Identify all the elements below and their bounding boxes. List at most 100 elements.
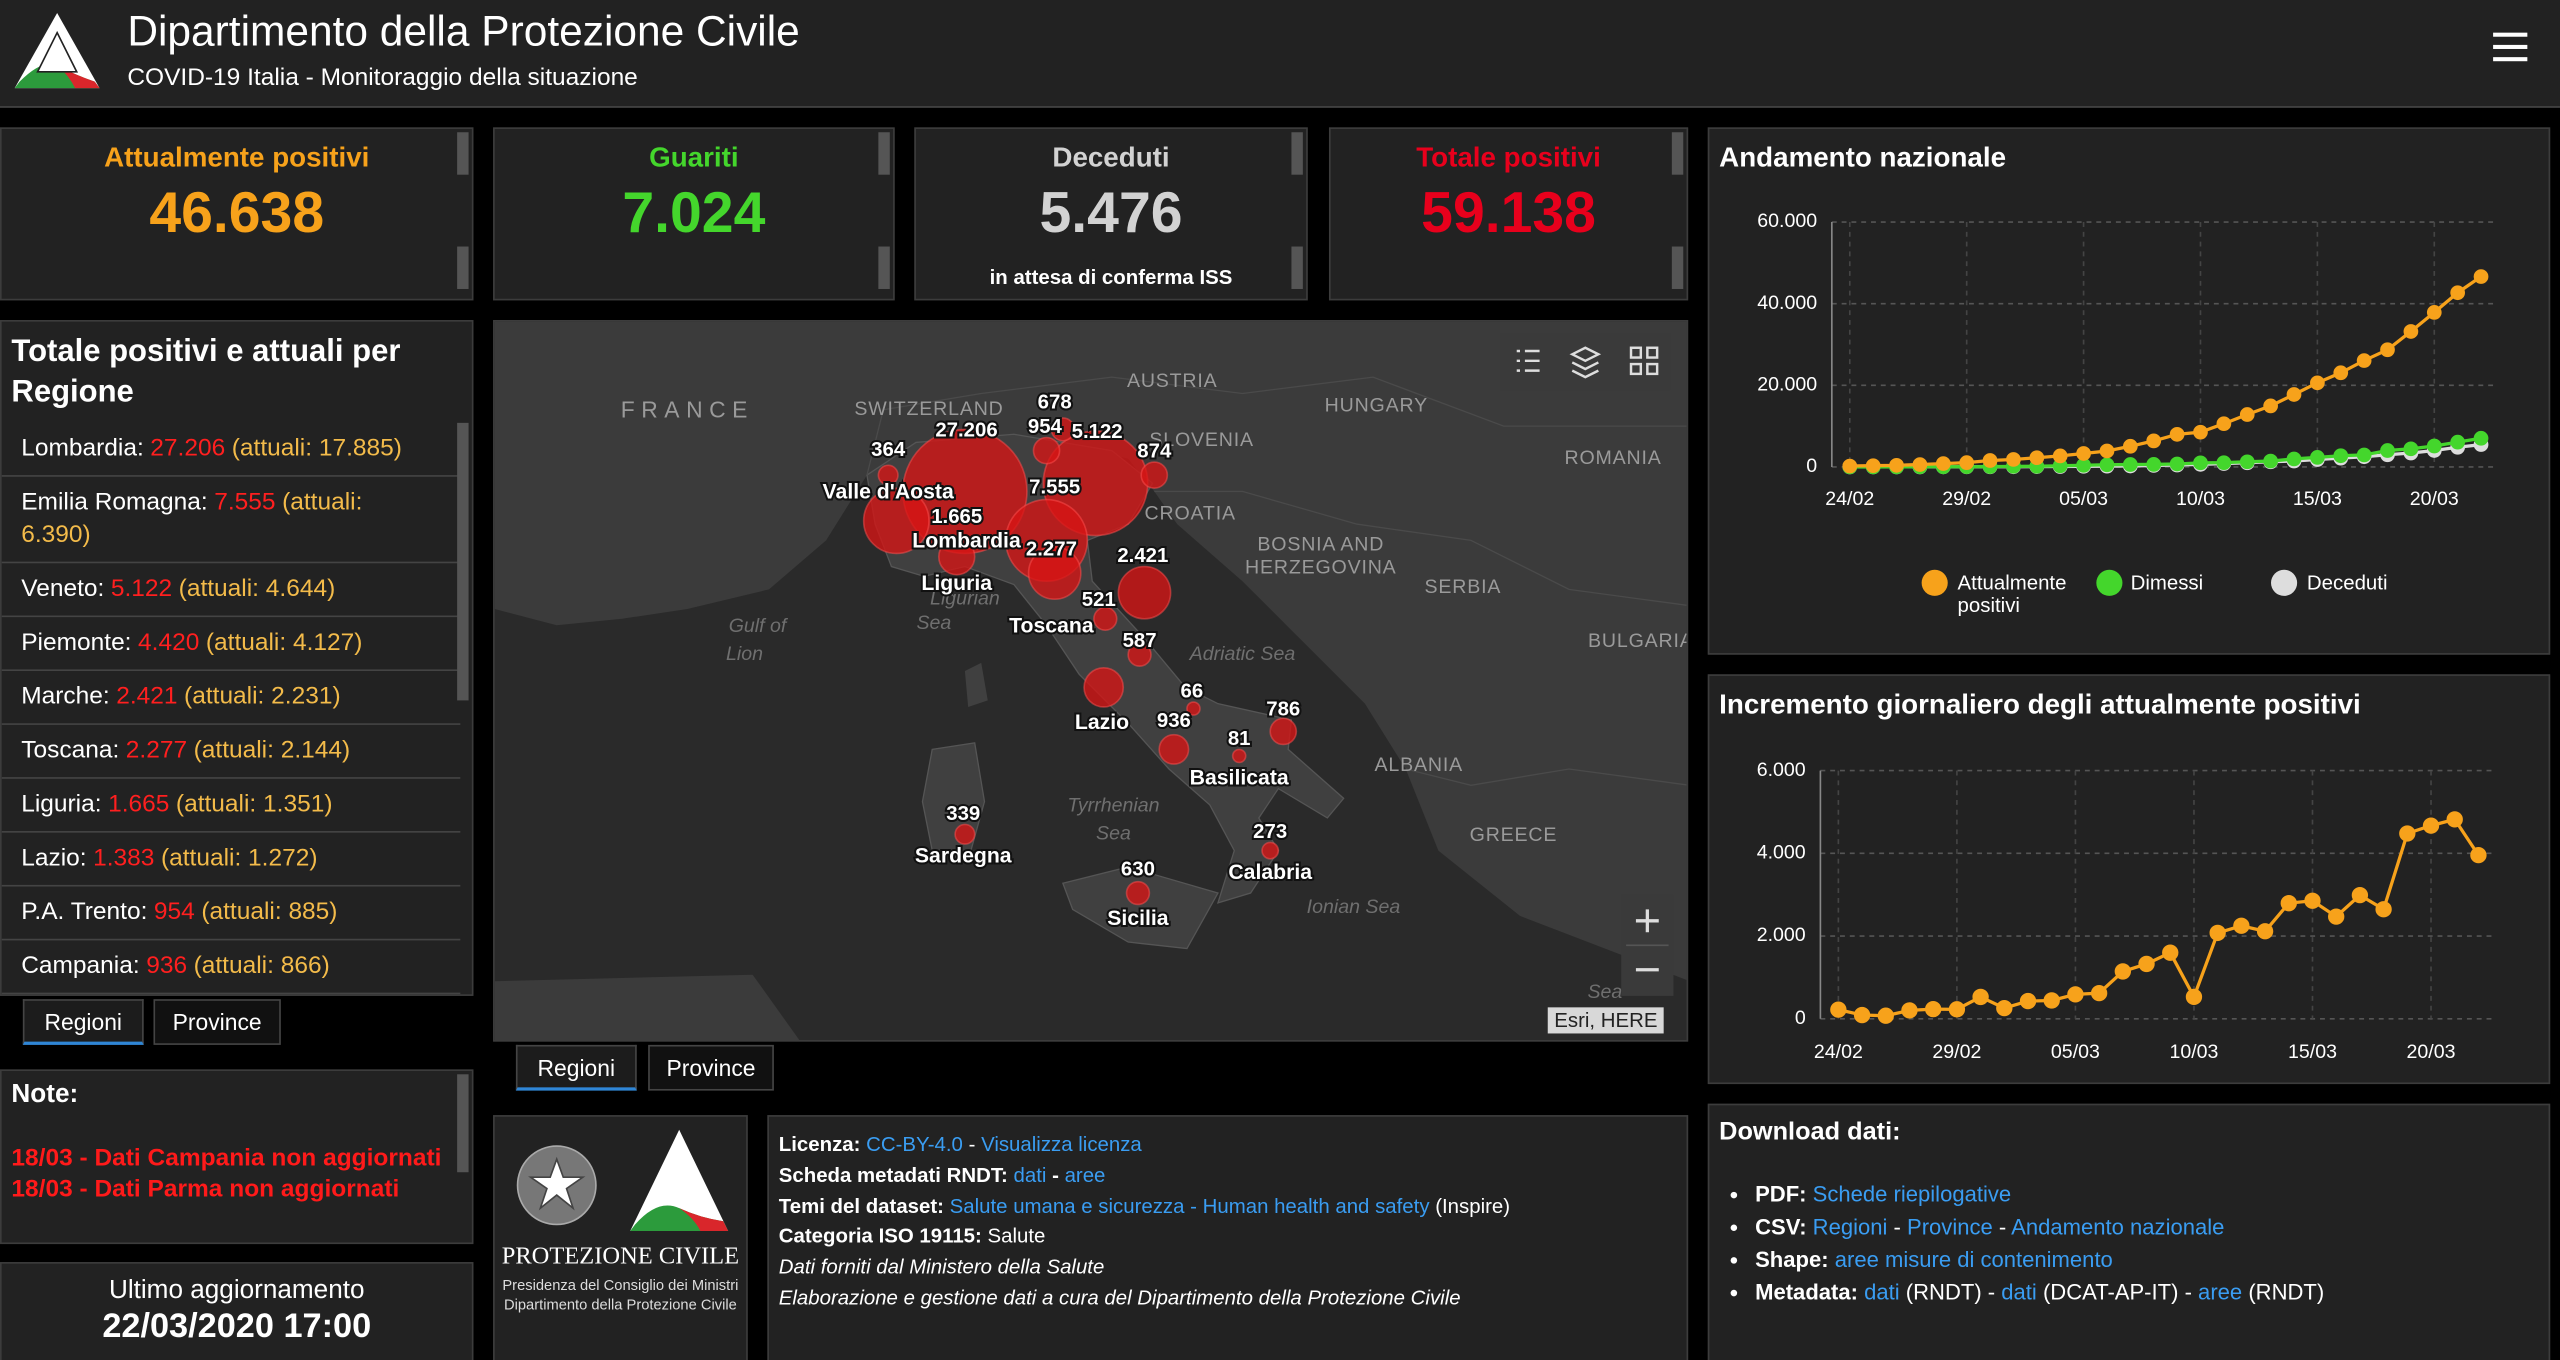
data-point[interactable]	[1877, 1007, 1894, 1024]
link[interactable]: Schede riepilogative	[1812, 1182, 2012, 1207]
data-point[interactable]	[2239, 454, 2255, 470]
data-point[interactable]	[2328, 908, 2345, 925]
data-point[interactable]	[2216, 416, 2232, 432]
data-point[interactable]	[1912, 457, 1928, 472]
data-point[interactable]	[2239, 407, 2255, 422]
scrollbar[interactable]	[878, 246, 890, 289]
data-point[interactable]	[1996, 999, 2013, 1017]
zoom-buttons[interactable]	[1621, 895, 1673, 996]
data-point[interactable]	[2426, 305, 2442, 320]
tab[interactable]: Regioni	[22, 999, 144, 1045]
map-bubble[interactable]	[1125, 880, 1151, 906]
data-point[interactable]	[1889, 458, 1904, 473]
data-point[interactable]	[1948, 1001, 1966, 1018]
link[interactable]: aree	[2198, 1279, 2243, 1305]
legend-label[interactable]: Attualmente positivi	[1957, 571, 2067, 618]
map-bubble[interactable]	[1127, 642, 1152, 667]
map-bubble[interactable]	[1140, 461, 1169, 489]
data-point[interactable]	[1982, 453, 1998, 468]
data-point[interactable]	[2351, 886, 2369, 904]
scrollbar[interactable]	[457, 132, 469, 175]
data-point[interactable]	[2280, 895, 2297, 912]
link[interactable]: aree misure di contenimento	[1834, 1247, 2113, 1272]
map-bubble[interactable]	[1117, 565, 1172, 620]
data-point[interactable]	[2138, 955, 2155, 973]
data-point[interactable]	[2006, 452, 2021, 467]
data-point[interactable]	[2019, 992, 2037, 1010]
region-item[interactable]: P.A. Trento: 954 (attuali: 885)	[1, 887, 461, 941]
link[interactable]: Visualizza licenza	[981, 1133, 1142, 1156]
link[interactable]: Province	[1907, 1214, 1993, 1240]
legend-swatch[interactable]	[1921, 569, 1948, 596]
data-point[interactable]	[2470, 846, 2487, 864]
toolbar-icons[interactable]	[1500, 333, 1670, 390]
data-point[interactable]	[2169, 456, 2185, 472]
region-item[interactable]: Marche: 2.421 (attuali: 2.231)	[1, 671, 461, 725]
data-point[interactable]	[2304, 892, 2321, 909]
scrollbar[interactable]	[1291, 132, 1303, 175]
data-point[interactable]	[2426, 438, 2442, 454]
data-point[interactable]	[2209, 924, 2226, 942]
region-item[interactable]: Toscana: 2.277 (attuali: 2.144)	[1, 725, 461, 779]
region-item[interactable]: Campania: 936 (attuali: 866)	[1, 940, 461, 995]
data-point[interactable]	[1865, 458, 1881, 474]
data-point[interactable]	[2099, 457, 2115, 473]
data-point[interactable]	[2216, 455, 2232, 471]
map-canvas[interactable]: FRANCE SWITZERLAND AUSTRIA HUNGARY SLOVENIA R…	[494, 321, 1688, 1042]
data-point[interactable]	[2263, 453, 2278, 469]
data-point[interactable]	[2422, 817, 2440, 834]
data-point[interactable]	[2123, 438, 2138, 454]
data-point[interactable]	[2076, 457, 2091, 473]
map-bubble[interactable]	[937, 537, 976, 576]
region-item[interactable]: Veneto: 5.122 (attuali: 4.644)	[1, 563, 461, 618]
link[interactable]: dati	[1864, 1279, 1900, 1305]
link[interactable]: dati	[1013, 1163, 1047, 1187]
link[interactable]: Andamento nazionale	[2011, 1214, 2225, 1240]
data-point[interactable]	[2076, 446, 2091, 461]
map-bubble[interactable]	[1083, 666, 1125, 708]
data-point[interactable]	[2114, 963, 2131, 980]
scrollbar[interactable]	[457, 422, 469, 701]
data-point[interactable]	[2146, 433, 2162, 449]
region-item[interactable]: Piemonte: 4.420 (attuali: 4.127)	[1, 617, 461, 672]
scrollbar[interactable]	[878, 132, 890, 175]
data-point[interactable]	[2380, 443, 2395, 458]
scrollbar[interactable]	[1671, 246, 1684, 289]
legend-label[interactable]: Deceduti	[2306, 571, 2388, 595]
data-point[interactable]	[2399, 825, 2416, 842]
data-point[interactable]	[2233, 917, 2250, 934]
data-point[interactable]	[2446, 811, 2463, 828]
data-point[interactable]	[2310, 375, 2325, 391]
data-point[interactable]	[2043, 992, 2060, 1009]
map-bubble[interactable]	[954, 823, 976, 845]
tab[interactable]: Province	[648, 1044, 774, 1091]
data-point[interactable]	[2286, 387, 2302, 402]
data-point[interactable]	[2146, 457, 2162, 472]
data-point[interactable]	[2473, 269, 2489, 284]
tab[interactable]: Province	[153, 999, 281, 1045]
link[interactable]: Regioni	[1812, 1214, 1888, 1240]
data-point[interactable]	[1935, 456, 1951, 471]
data-point[interactable]	[2286, 451, 2302, 467]
legend-swatch[interactable]	[2271, 569, 2298, 596]
data-point[interactable]	[1830, 1001, 1847, 1018]
map-bubble[interactable]	[1261, 841, 1280, 860]
data-point[interactable]	[2450, 434, 2466, 450]
data-point[interactable]	[2090, 984, 2108, 1002]
data-point[interactable]	[2403, 324, 2419, 339]
link[interactable]: Salute umana e sicurezza - Human health …	[949, 1194, 1430, 1218]
data-point[interactable]	[2375, 901, 2392, 918]
data-point[interactable]	[2333, 365, 2349, 381]
scrollbar[interactable]	[457, 1074, 469, 1173]
data-point[interactable]	[2162, 944, 2179, 961]
region-item[interactable]: Liguria: 1.665 (attuali: 1.351)	[1, 779, 461, 833]
menu-button[interactable]	[2493, 29, 2529, 65]
data-point[interactable]	[1972, 988, 1989, 1006]
data-point[interactable]	[2029, 450, 2045, 466]
data-point[interactable]	[2310, 450, 2325, 465]
scrollbar[interactable]	[457, 246, 469, 289]
map-bubble[interactable]	[1186, 701, 1201, 716]
data-point[interactable]	[2450, 285, 2466, 301]
data-point[interactable]	[2169, 426, 2185, 442]
map-bubble[interactable]	[1050, 417, 1076, 442]
